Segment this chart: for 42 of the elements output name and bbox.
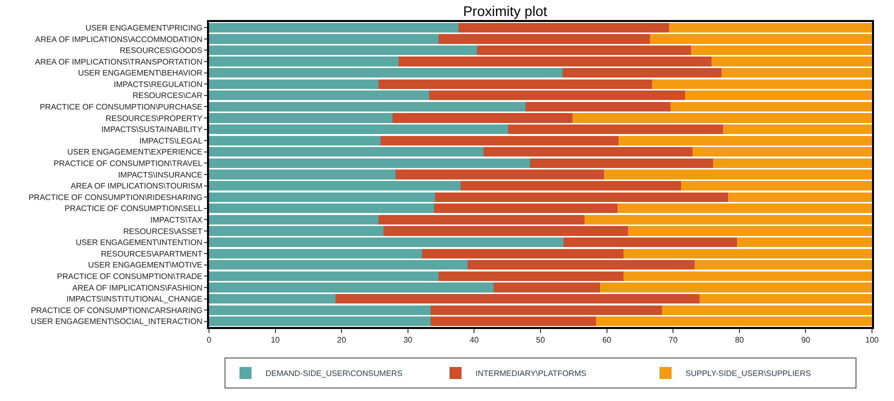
x-tick-label: 0: [206, 336, 212, 345]
y-tick-label: PRACTICE OF CONSUMPTION\PURCHASE: [40, 102, 202, 112]
x-tick-label: 40: [470, 336, 480, 345]
x-tick-label: 80: [734, 336, 744, 345]
y-tick-label: USER ENGAGEMENT\BEHAVIOR: [78, 68, 203, 78]
y-tick-label: USER ENGAGEMENT\EXPERIENCE: [67, 148, 202, 157]
x-tick-label: 10: [270, 336, 280, 345]
y-tick-label: AREA OF IMPLICATIONS\TRANSPORTATION: [34, 57, 203, 66]
y-tick-label: RESOURCES\CAR: [132, 91, 203, 100]
x-tick-label: 100: [865, 336, 880, 345]
y-tick-label: PRACTICE OF CONSUMPTION\SELL: [64, 204, 203, 214]
x-tick-label: 20: [337, 336, 347, 345]
y-tick-label: IMPACTS\SUSTAINABILITY: [101, 125, 204, 134]
legend-label: INTERMEDIARY\PLATFORMS: [476, 369, 586, 378]
y-tick-label: USER ENGAGEMENT\PRICING: [85, 23, 202, 32]
y-tick-label: AREA OF IMPLICATIONS\FASHION: [72, 283, 203, 292]
x-tick-label: 60: [602, 336, 612, 345]
legend-label: SUPPLY-SIDE_USER\SUPPLIERS: [686, 369, 811, 378]
y-tick-label: IMPACTS\INSTITUTIONAL_CHANGE: [66, 294, 202, 304]
y-tick-label: AREA OF IMPLICATIONS\ACCOMMODATION: [35, 34, 203, 44]
y-tick-label: USER ENGAGEMENT\SOCIAL_INTERACTION: [30, 317, 203, 326]
y-tick-label: IMPACTS\TAX: [150, 215, 204, 224]
y-tick-label: PRACTICE OF CONSUMPTION\TRADE: [57, 272, 202, 281]
x-tick-label: 30: [403, 336, 413, 345]
y-tick-label: PRACTICE OF CONSUMPTION\TRAVEL: [54, 159, 203, 168]
x-tick-label: 90: [801, 336, 811, 345]
x-tick-label: 50: [536, 336, 546, 345]
x-tick-label: 70: [668, 336, 678, 345]
y-tick-label: RESOURCES\GOODS: [120, 46, 202, 56]
y-tick-label: IMPACTS\LEGAL: [139, 136, 203, 146]
y-tick-label: RESOURCES\APARTMENT: [100, 249, 203, 258]
y-tick-label: USER ENGAGEMENT\MOTIVE: [88, 260, 202, 270]
y-tick-label: IMPACTS\REGULATION: [114, 80, 203, 89]
y-tick-label: IMPACTS\INSURANCE: [118, 170, 202, 180]
legend-label: DEMAND-SIDE_USER\CONSUMERS: [266, 369, 402, 378]
chart-title: Proximity plot: [463, 2, 548, 19]
y-tick-label: AREA OF IMPLICATIONS\TOURISM: [70, 182, 203, 191]
y-tick-label: USER ENGAGEMENT\INTENTION: [76, 238, 203, 248]
y-tick-label: RESOURCES\PROPERTY: [106, 114, 204, 123]
y-tick-label: PRACTICE OF CONSUMPTION\RIDESHARING: [28, 192, 202, 202]
y-tick-label: PRACTICE OF CONSUMPTION\CARSHARING: [30, 306, 202, 315]
y-tick-label: RESOURCES\ASSET: [123, 226, 202, 236]
